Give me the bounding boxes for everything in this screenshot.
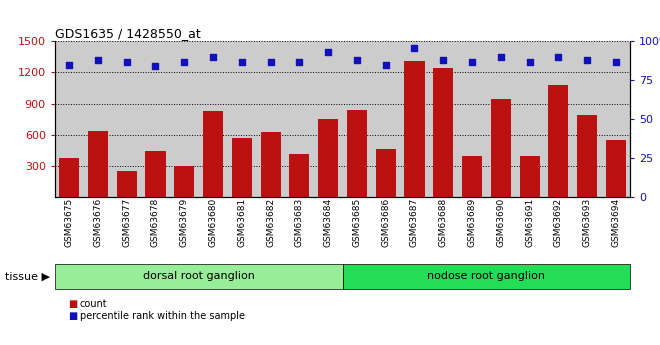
Text: percentile rank within the sample: percentile rank within the sample <box>80 312 245 321</box>
Bar <box>519 156 540 197</box>
Bar <box>117 171 137 197</box>
Bar <box>548 85 568 197</box>
Bar <box>491 99 511 197</box>
Point <box>236 59 247 64</box>
Point <box>467 59 477 64</box>
Point <box>582 57 593 63</box>
Bar <box>203 111 223 197</box>
Point <box>323 49 333 55</box>
Point <box>208 54 218 60</box>
Point <box>121 59 132 64</box>
Point <box>496 54 506 60</box>
Text: dorsal root ganglion: dorsal root ganglion <box>143 272 255 281</box>
Bar <box>347 110 367 197</box>
Point <box>294 59 305 64</box>
Point <box>150 63 161 69</box>
Point <box>92 57 103 63</box>
Bar <box>462 156 482 197</box>
Point <box>380 62 391 68</box>
Point <box>64 62 75 68</box>
Point <box>409 45 420 50</box>
Text: count: count <box>80 299 108 309</box>
Text: ■: ■ <box>68 299 77 309</box>
Bar <box>318 119 338 197</box>
Bar <box>174 166 194 197</box>
Point <box>179 59 189 64</box>
Point <box>610 59 621 64</box>
Point <box>438 57 449 63</box>
Point <box>524 59 535 64</box>
Bar <box>405 61 424 197</box>
Bar <box>59 158 79 197</box>
Bar <box>261 132 280 197</box>
Bar <box>289 154 310 197</box>
Bar <box>88 131 108 197</box>
Point <box>553 54 564 60</box>
Point <box>265 59 276 64</box>
Text: tissue ▶: tissue ▶ <box>5 272 50 281</box>
Bar <box>606 140 626 197</box>
Bar <box>145 151 166 197</box>
Bar <box>376 149 396 197</box>
Text: ■: ■ <box>68 312 77 321</box>
Bar <box>433 68 453 197</box>
Text: nodose root ganglion: nodose root ganglion <box>428 272 545 281</box>
Bar <box>577 115 597 197</box>
Bar <box>232 138 252 197</box>
Point <box>352 57 362 63</box>
Text: GDS1635 / 1428550_at: GDS1635 / 1428550_at <box>55 27 201 40</box>
